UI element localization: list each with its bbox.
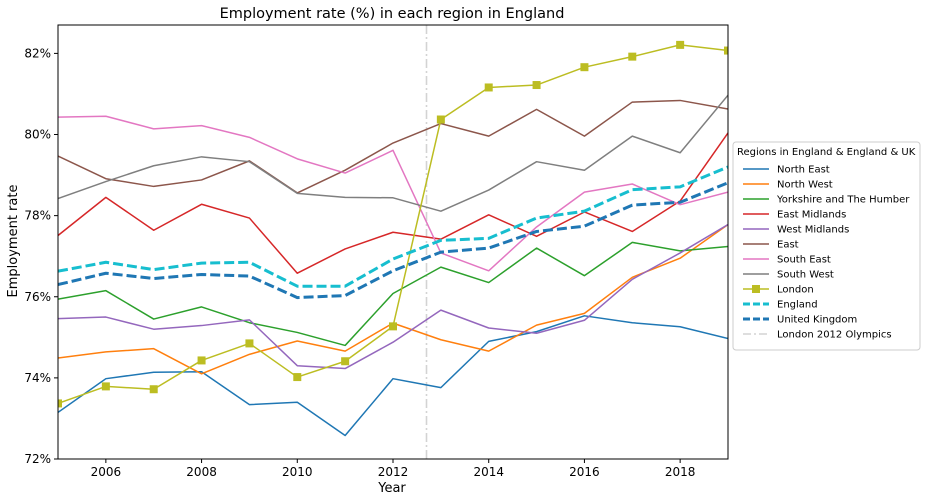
y-tick-label: 80% (24, 128, 51, 142)
london-point-marker (293, 373, 302, 382)
x-tick-label: 2012 (378, 465, 409, 479)
london-point-marker (580, 63, 589, 72)
london-point-marker (532, 81, 541, 90)
plot-series-group (58, 25, 728, 459)
legend-entry-label: South West (777, 270, 834, 281)
london-point-marker (724, 46, 728, 55)
series-line-south-east (58, 115, 728, 272)
legend-entry-label: United Kingdom (777, 315, 857, 326)
legend-entry-label: East (777, 240, 799, 251)
series-line-east-midlands (58, 132, 728, 274)
y-tick-label: 76% (24, 290, 51, 304)
series-line-east (58, 99, 728, 194)
london-point-marker (436, 115, 445, 124)
y-axis-label: Employment rate (6, 185, 21, 298)
plot-frame (57, 24, 729, 460)
series-line-england (58, 165, 728, 288)
legend-entry-label: East Midlands (777, 210, 846, 221)
legend: Regions in England & England & UK North E… (732, 141, 921, 351)
series-line-yorkshire-and-the-humber (58, 241, 728, 347)
london-point-marker (149, 385, 158, 394)
x-axis-label: Year (377, 481, 406, 496)
y-tick-label: 82% (24, 46, 51, 60)
london-point-marker (676, 40, 685, 49)
legend-marker (752, 285, 760, 293)
chart-title: Employment rate (%) in each region in En… (220, 6, 565, 22)
series-line-united-kingdom (58, 181, 728, 300)
series-line-london (58, 44, 728, 405)
london-point-marker (58, 399, 62, 408)
legend-entry-label: London (777, 285, 814, 296)
y-tick-label: 74% (24, 371, 51, 385)
x-tick-label: 2018 (665, 465, 696, 479)
london-point-marker (628, 52, 637, 61)
plot-area (58, 25, 728, 459)
london-point-marker (101, 382, 110, 391)
x-tick-label: 2008 (186, 465, 217, 479)
legend-entry-label: West Midlands (777, 225, 849, 236)
legend-entry-label: Yorkshire and The Humber (776, 195, 910, 206)
london-point-marker (389, 322, 397, 331)
x-tick-label: 2016 (569, 465, 600, 479)
london-point-marker (341, 357, 350, 366)
legend-entry-label: England (777, 300, 818, 311)
legend-title: Regions in England & England & UK (737, 147, 916, 158)
y-tick-label: 72% (24, 452, 51, 466)
x-tick-label: 2014 (473, 465, 504, 479)
x-tick-label: 2010 (282, 465, 313, 479)
london-point-marker (245, 339, 254, 348)
legend-entry-label: North East (777, 165, 830, 176)
series-line-north-west (58, 223, 728, 375)
legend-box (732, 141, 921, 351)
legend-entry-label: London 2012 Olympics (777, 330, 892, 341)
legend-entry-label: North West (777, 180, 833, 191)
london-point-marker (484, 83, 493, 92)
london-point-marker (197, 356, 206, 365)
series-line-north-east (58, 315, 728, 437)
series-line-south-west (58, 94, 728, 212)
axes: 2006 2008 2010 2012 2014 2016 2018 72% 74% 76% 78%… (24, 24, 729, 479)
series-line-west-midlands (58, 223, 728, 370)
legend-entry-label: South East (777, 255, 831, 266)
y-tick-label: 78% (24, 209, 51, 223)
x-tick-label: 2006 (91, 465, 122, 479)
